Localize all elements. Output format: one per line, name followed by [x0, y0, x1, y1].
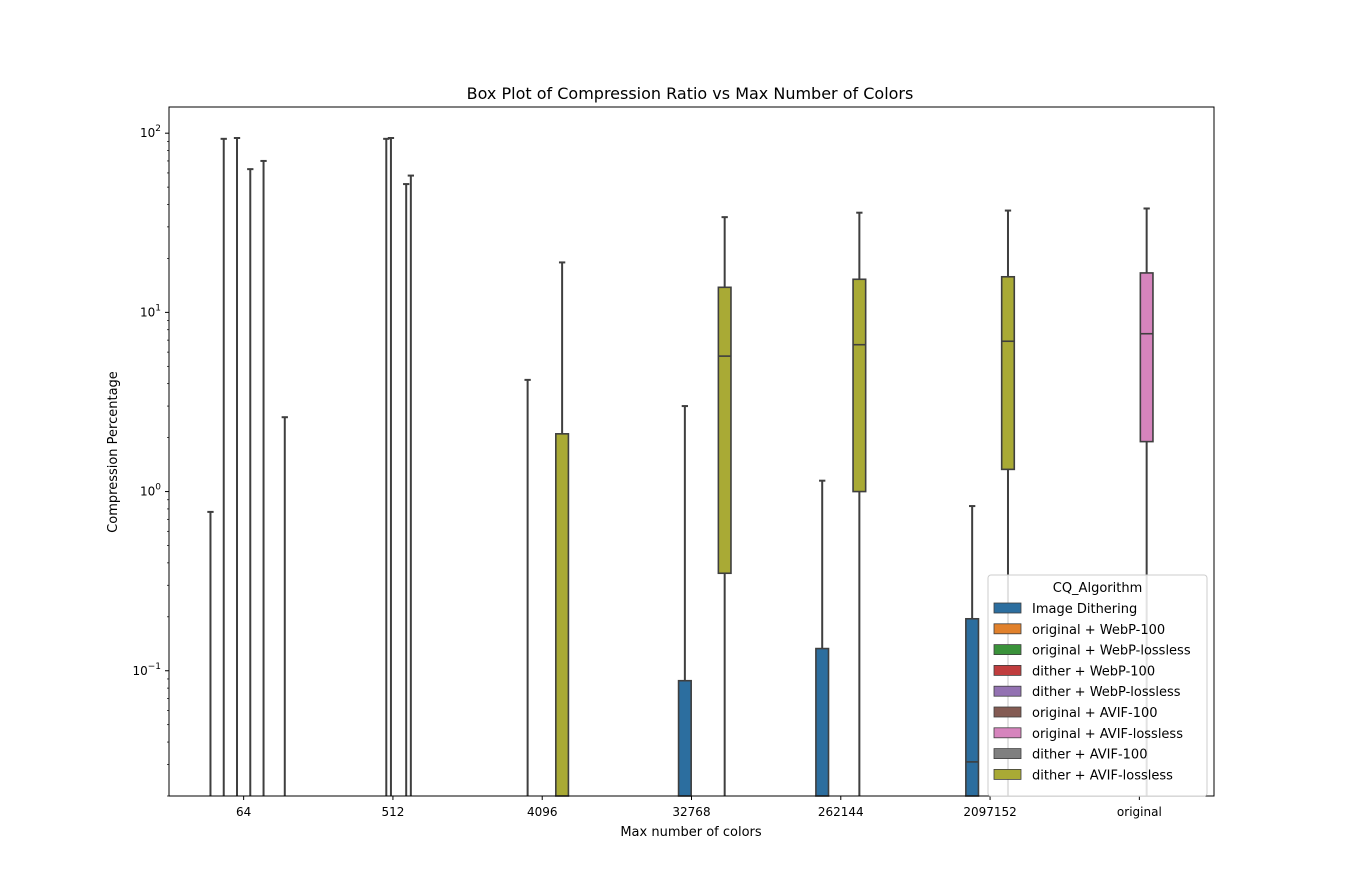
- box-14: [815, 479, 830, 797]
- box-body: [852, 278, 867, 493]
- x-tick-label: 4096: [527, 805, 558, 819]
- legend-entry: dither + AVIF-lossless: [1032, 768, 1173, 783]
- x-tick-label: 32768: [672, 805, 710, 819]
- chart-title: Box Plot of Compression Ratio vs Max Num…: [467, 84, 914, 103]
- y-tick-label: 101: [140, 303, 161, 319]
- box-16: [965, 505, 980, 797]
- box-10: [524, 378, 531, 796]
- x-axis-label: Max number of colors: [620, 825, 762, 840]
- x-tick-label: 64: [236, 805, 251, 819]
- legend-swatch: [993, 727, 1022, 739]
- legend-swatch: [993, 623, 1022, 635]
- box-13: [717, 216, 732, 796]
- box-6: [383, 137, 390, 796]
- legend-swatch: [993, 769, 1022, 780]
- y-axis: 10−1 100 101 102: [132, 124, 169, 797]
- legend-title: CQ_Algorithm: [1053, 581, 1142, 596]
- legend-swatch: [993, 685, 1022, 697]
- x-tick-label: original: [1117, 805, 1162, 819]
- box-7: [387, 136, 395, 796]
- box-11: [555, 261, 570, 797]
- box-body: [555, 433, 570, 797]
- legend-entry: original + AVIF-100: [1032, 706, 1158, 721]
- legend-entry: dither + WebP-lossless: [1032, 685, 1181, 700]
- legend-swatch: [993, 644, 1022, 655]
- box-body: [677, 679, 692, 797]
- legend-entry: original + WebP-lossless: [1032, 644, 1191, 659]
- legend: CQ_Algorithm Image Dithering original + We…: [987, 574, 1208, 797]
- legend-swatch: [993, 706, 1022, 718]
- box-15: [852, 211, 867, 796]
- legend-entry: original + AVIF-lossless: [1032, 727, 1183, 742]
- x-tick-label: 512: [381, 805, 404, 819]
- y-tick-label: 10−1: [132, 662, 161, 678]
- box-1: [220, 137, 227, 796]
- legend-entry: dither + AVIF-100: [1032, 748, 1147, 763]
- legend-box: [987, 574, 1208, 797]
- box-2: [233, 136, 241, 796]
- box-9: [407, 174, 414, 796]
- box-body: [1139, 272, 1154, 443]
- box-4: [260, 159, 267, 796]
- box-12: [677, 405, 692, 797]
- box-body: [1000, 275, 1016, 471]
- box-5: [281, 416, 288, 796]
- y-axis-label: Compression Percentage: [106, 371, 121, 533]
- box-body: [965, 617, 980, 797]
- box-8: [403, 183, 410, 796]
- legend-swatch: [993, 748, 1022, 759]
- x-axis: 64 512 4096 32768 262144 2097152 original: [236, 796, 1162, 819]
- legend-entry: Image Dithering: [1032, 602, 1137, 617]
- plot-area: [207, 136, 1154, 797]
- y-tick-label: 100: [140, 483, 161, 499]
- legend-entry: original + WebP-100: [1032, 623, 1165, 638]
- y-tick-label: 102: [140, 124, 161, 140]
- box-0: [207, 510, 214, 796]
- x-tick-label: 2097152: [963, 805, 1016, 819]
- box-body: [815, 647, 830, 797]
- box-3: [247, 168, 254, 796]
- legend-entry: dither + WebP-100: [1032, 664, 1155, 679]
- legend-swatch: [993, 665, 1022, 676]
- legend-swatch: [993, 602, 1022, 614]
- x-tick-label: 262144: [818, 805, 864, 819]
- box-body: [717, 286, 732, 575]
